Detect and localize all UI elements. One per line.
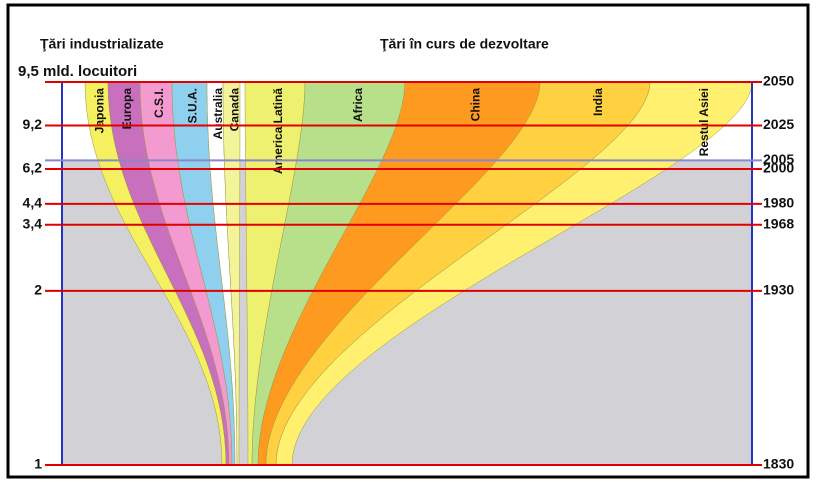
y-tick-label: 1980 [763, 195, 794, 211]
y-tick-label: 2000 [763, 160, 794, 176]
y-tick-label: 1930 [763, 282, 794, 298]
region-label: Europa [120, 88, 134, 130]
region-label: C.S.I. [152, 88, 166, 118]
region-label: India [591, 88, 605, 116]
region-label: Africa [351, 88, 365, 122]
y-tick-label: 2050 [763, 73, 794, 89]
left-tick-label: 1 [34, 456, 42, 472]
y-tick-label: 1968 [763, 215, 794, 231]
left-tick-label: 2 [34, 282, 42, 298]
y-tick-label: 1830 [763, 456, 794, 472]
y-tick-label: 2005 [763, 151, 794, 167]
left-tick-label: 4,4 [23, 195, 43, 211]
left-tick-label: 9,2 [23, 116, 43, 132]
population-label: 9,5 mld. locuitori [18, 63, 137, 80]
left-tick-label: 3,4 [23, 215, 43, 231]
region-label: America Latină [271, 88, 285, 174]
group-label: Ţări industrializate [40, 36, 164, 52]
region-label: Japonia [93, 88, 107, 134]
region-label: Canada [228, 88, 242, 132]
region-label: Restul Asiei [697, 88, 711, 156]
group-label: Ţări în curs de dezvoltare [380, 36, 549, 52]
y-tick-label: 2025 [763, 116, 794, 132]
region-label: China [469, 88, 483, 122]
region-label: S.U.A. [186, 88, 200, 123]
left-tick-label: 6,2 [23, 160, 43, 176]
